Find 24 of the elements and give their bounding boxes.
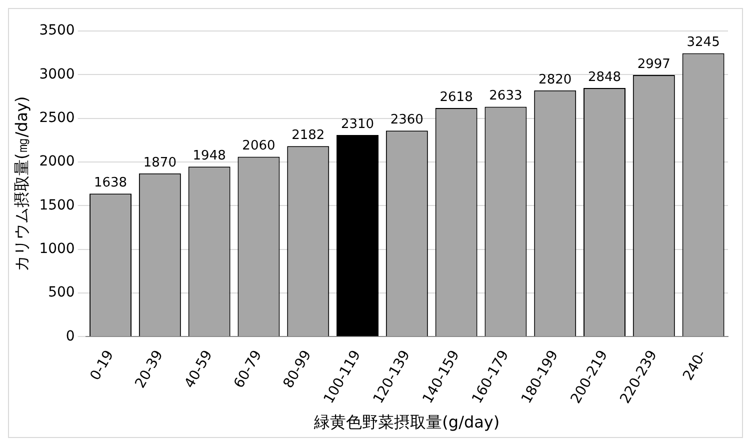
y-tick-label: 3000 bbox=[39, 66, 75, 82]
data-label: 2060 bbox=[242, 138, 276, 154]
bar bbox=[336, 134, 379, 336]
y-tick-label: 500 bbox=[48, 284, 75, 301]
data-label: 1870 bbox=[143, 155, 176, 170]
y-tick-label: 2000 bbox=[39, 154, 75, 170]
data-label: 2633 bbox=[489, 88, 522, 104]
data-label: 2848 bbox=[588, 70, 622, 85]
y-axis-title: カリウム摂取量(㎎/day) bbox=[12, 96, 31, 272]
y-tick-label: 3500 bbox=[39, 22, 75, 39]
data-label: 1638 bbox=[94, 176, 128, 191]
y-tick-label: 2500 bbox=[39, 110, 75, 126]
y-tick-label: 1000 bbox=[39, 241, 75, 258]
data-label: 2618 bbox=[440, 90, 473, 105]
data-label: 3245 bbox=[686, 35, 720, 50]
data-label: 2360 bbox=[390, 112, 424, 128]
data-label: 2997 bbox=[637, 56, 670, 72]
x-axis-title: 緑黄色野菜摂取量(g/day) bbox=[313, 412, 500, 432]
y-tick-label: 0 bbox=[66, 328, 75, 344]
data-label: 1948 bbox=[192, 148, 226, 164]
data-label: 2182 bbox=[292, 128, 325, 144]
data-label: 2310 bbox=[340, 116, 374, 132]
y-tick-label: 1500 bbox=[39, 197, 75, 214]
data-label: 2820 bbox=[538, 72, 572, 88]
